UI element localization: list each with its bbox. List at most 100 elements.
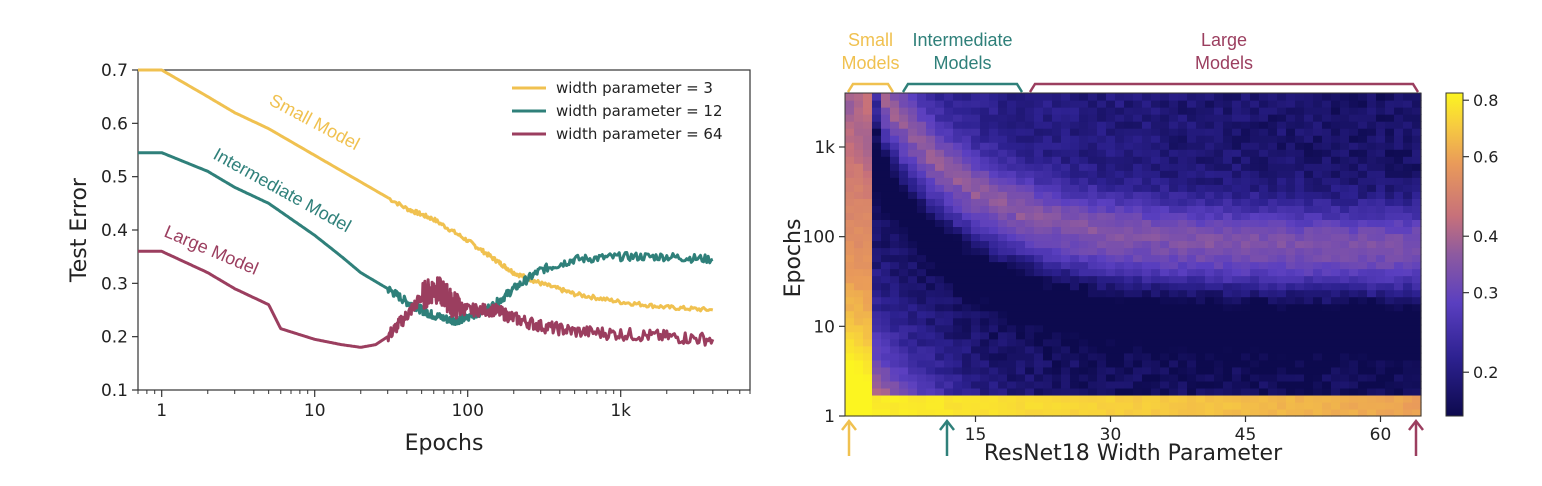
heatmap-cell: [908, 128, 918, 136]
heatmap-cell: [854, 373, 864, 382]
heatmap-cell: [1142, 366, 1152, 375]
heatmap-cell: [1412, 198, 1422, 206]
heatmap-cell: [998, 387, 1008, 396]
heatmap-cell: [1385, 338, 1395, 347]
heatmap-cell: [953, 247, 963, 256]
heatmap-cell: [1268, 212, 1278, 220]
heatmap-cell: [1241, 226, 1251, 235]
heatmap-cell: [1403, 142, 1413, 150]
heatmap-cell: [989, 317, 999, 326]
heatmap-cell: [1205, 317, 1215, 326]
heatmap-cell: [1043, 170, 1053, 178]
heatmap-cell: [1394, 303, 1404, 312]
heatmap-cell: [1403, 233, 1413, 242]
heatmap-cell: [1079, 254, 1089, 263]
heatmap-cell: [1196, 149, 1206, 157]
heatmap-cell: [890, 268, 900, 277]
heatmap-cell: [944, 324, 954, 333]
heatmap-cell: [899, 387, 909, 396]
heatmap-cell: [1250, 338, 1260, 347]
heatmap-cell: [1367, 93, 1377, 101]
heatmap-cell: [989, 401, 999, 410]
heatmap-cell: [1151, 380, 1161, 389]
heatmap-cell: [1106, 289, 1116, 298]
heatmap-cell: [1214, 331, 1224, 340]
heatmap-cell: [1169, 114, 1179, 122]
heatmap-cell: [1349, 233, 1359, 242]
heatmap-cell: [1034, 261, 1044, 270]
heatmap-cell: [1106, 212, 1116, 220]
heatmap-cell: [935, 338, 945, 347]
region-label-large-line2: Models: [1195, 53, 1253, 73]
heatmap-cell: [935, 310, 945, 319]
heatmap-cell: [1178, 254, 1188, 263]
heatmap-cell: [1088, 233, 1098, 242]
heatmap-y-tick-label: 10: [813, 317, 835, 337]
heatmap-cell: [1322, 359, 1332, 368]
heatmap-cell: [1007, 163, 1017, 171]
heatmap-cell: [1142, 345, 1152, 354]
heatmap-cell: [1205, 114, 1215, 122]
heatmap-cell: [935, 331, 945, 340]
heatmap-cell: [899, 240, 909, 249]
heatmap-cell: [845, 394, 855, 403]
heatmap-cell: [1061, 373, 1071, 382]
heatmap-cell: [872, 282, 882, 291]
heatmap-cell: [1241, 107, 1251, 115]
heatmap-cell: [944, 268, 954, 277]
heatmap-cell: [989, 408, 999, 417]
heatmap-cell: [1178, 261, 1188, 270]
heatmap-cell: [962, 359, 972, 368]
heatmap-cell: [1079, 366, 1089, 375]
heatmap-cell: [935, 212, 945, 220]
heatmap-cell: [1394, 380, 1404, 389]
heatmap-cell: [1277, 289, 1287, 298]
heatmap-cell: [1133, 394, 1143, 403]
heatmap-cell: [1250, 156, 1260, 164]
heatmap-cell: [1016, 268, 1026, 277]
heatmap-cell: [1304, 310, 1314, 319]
heatmap-cell: [1187, 394, 1197, 403]
heatmap-cell: [1025, 247, 1035, 256]
heatmap-cell: [1088, 345, 1098, 354]
heatmap-cell: [1187, 338, 1197, 347]
heatmap-cell: [1070, 121, 1080, 129]
heatmap-cell: [1169, 387, 1179, 396]
heatmap-cell: [944, 233, 954, 242]
heatmap-cell: [1412, 289, 1422, 298]
heatmap-cell: [1259, 282, 1269, 291]
heatmap-cell: [962, 240, 972, 249]
heatmap-cell: [1088, 128, 1098, 136]
heatmap-cell: [1142, 317, 1152, 326]
heatmap-cell: [989, 121, 999, 129]
heatmap-cell: [1394, 121, 1404, 129]
heatmap-cell: [917, 184, 927, 192]
heatmap-cell: [1151, 247, 1161, 256]
heatmap-cell: [935, 345, 945, 354]
heatmap-cell: [1034, 324, 1044, 333]
heatmap-cell: [1025, 93, 1035, 101]
heatmap-cell: [1016, 240, 1026, 249]
heatmap-cell: [908, 352, 918, 361]
heatmap-cell: [1034, 184, 1044, 192]
heatmap-cell: [1097, 233, 1107, 242]
heatmap-cell: [1169, 338, 1179, 347]
heatmap-cell: [1187, 324, 1197, 333]
heatmap-cell: [881, 100, 891, 108]
heatmap-cell: [1169, 359, 1179, 368]
heatmap-cell: [1295, 254, 1305, 263]
heatmap-cell: [1358, 128, 1368, 136]
heatmap-cell: [1043, 317, 1053, 326]
heatmap-cell: [1070, 226, 1080, 235]
heatmap-cell: [1205, 205, 1215, 213]
heatmap-cell: [1205, 268, 1215, 277]
heatmap-cell: [1277, 198, 1287, 206]
heatmap-cell: [935, 324, 945, 333]
heatmap-cell: [1232, 408, 1242, 417]
heatmap-cell: [1088, 275, 1098, 284]
heatmap-cell: [1232, 149, 1242, 157]
heatmap-cell: [1241, 317, 1251, 326]
heatmap-cell: [1403, 121, 1413, 129]
heatmap-cell: [1295, 373, 1305, 382]
heatmap-cell: [1376, 338, 1386, 347]
